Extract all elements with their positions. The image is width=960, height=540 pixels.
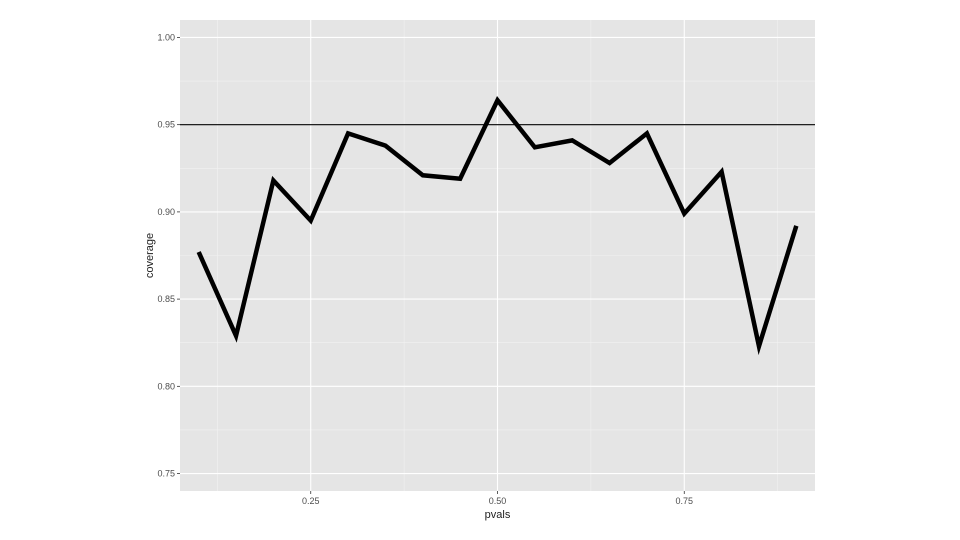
x-tick-label: 0.75 (675, 496, 693, 506)
y-tick-label: 0.85 (157, 294, 175, 304)
axis-layer: 0.25 0.50 0.75 0.75 0.80 0.85 0.90 0.95 1.00 (157, 32, 693, 506)
y-tick-label: 0.75 (157, 469, 175, 479)
x-tick-label: 0.25 (302, 496, 320, 506)
coverage-series-line (196, 96, 799, 356)
y-tick-label: 0.80 (157, 381, 175, 391)
x-tick-label: 0.50 (489, 496, 507, 506)
y-tick-label: 0.90 (157, 207, 175, 217)
y-axis-title: coverage (144, 233, 156, 278)
y-tick-label: 0.95 (157, 120, 175, 130)
y-tick-label: 1.00 (157, 32, 175, 42)
series-layer (196, 96, 799, 356)
x-axis-title: pvals (485, 509, 511, 521)
